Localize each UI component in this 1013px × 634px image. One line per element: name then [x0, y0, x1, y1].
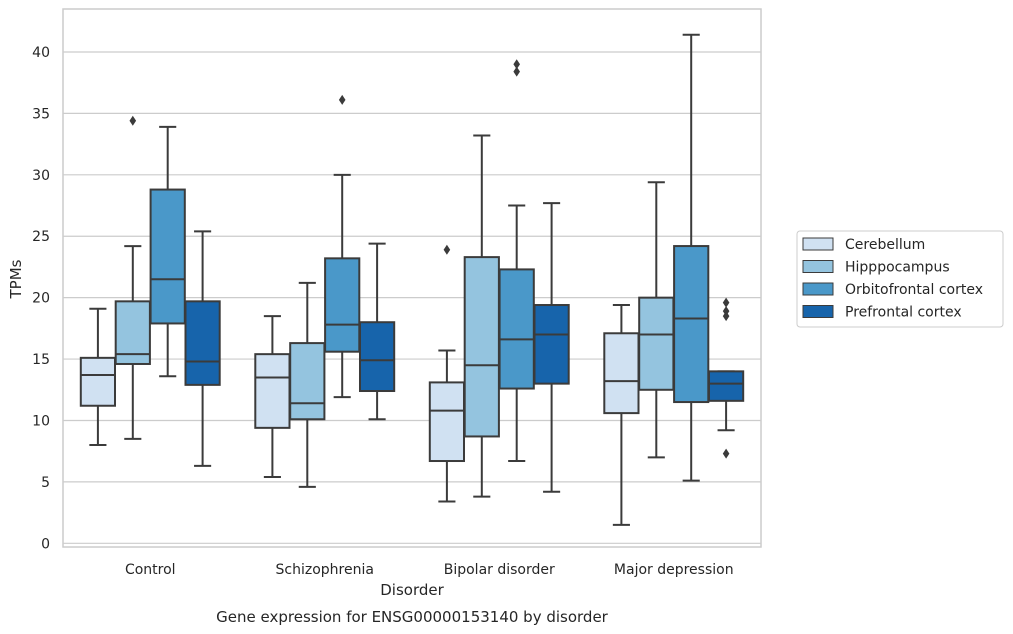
legend-swatch	[802, 260, 834, 273]
legend-label: Cerebellum	[845, 237, 925, 253]
box-1-0	[114, 115, 151, 440]
y-tick-label: 10	[32, 413, 50, 429]
iqr-box	[603, 332, 640, 415]
outlier-marker	[722, 297, 730, 308]
x-tick-label: Schizophrenia	[276, 562, 374, 578]
box-3-1	[358, 242, 396, 421]
outlier-marker	[722, 311, 730, 322]
outlier-marker	[338, 94, 346, 105]
box-0-0	[79, 307, 117, 447]
box-2-3	[673, 33, 710, 482]
outlier-marker	[513, 66, 520, 77]
iqr-box	[324, 257, 361, 353]
y-tick-label: 35	[32, 106, 50, 122]
iqr-box	[79, 356, 117, 407]
box-3-0	[184, 230, 221, 467]
y-axis-label: TPMs	[7, 259, 25, 299]
iqr-box	[289, 342, 326, 421]
box-3-3	[707, 297, 745, 459]
iqr-box	[428, 381, 466, 463]
x-tick-label: Bipolar disorder	[444, 562, 555, 578]
box-1-1	[289, 281, 326, 488]
y-tick-label: 5	[41, 475, 50, 491]
iqr-box	[254, 353, 291, 429]
y-tick-label: 20	[32, 291, 50, 307]
y-tick-label: 15	[32, 352, 50, 368]
box-0-1	[254, 315, 291, 478]
x-tick-labels: Control Schizophrenia Bipolar disorder Majo…	[125, 562, 734, 578]
y-tick-label: 25	[32, 229, 50, 245]
y-tick-label: 30	[32, 168, 50, 184]
legend-swatch	[802, 282, 834, 296]
box-2-1	[324, 94, 361, 399]
legend-frame	[796, 230, 1004, 328]
iqr-box	[673, 245, 710, 404]
y-tick-labels: 0 5 10 15 20 25 30 35 40	[32, 45, 50, 552]
box-1-3	[638, 181, 675, 459]
iqr-box	[498, 268, 535, 390]
legend-label: Hipppocampus	[845, 260, 950, 276]
outlier-marker	[722, 448, 730, 459]
y-tick-label: 40	[32, 45, 50, 61]
iqr-box	[184, 300, 221, 386]
box-3-2	[533, 202, 570, 493]
plot-frame	[62, 8, 762, 548]
iqr-box	[638, 296, 675, 391]
legend-swatch	[802, 305, 834, 318]
box-2-2	[498, 59, 535, 463]
legend-label: Orbitofrontal cortex	[845, 282, 983, 298]
box-1-2	[463, 134, 500, 498]
x-tick-label: Major depression	[614, 562, 734, 578]
box-2-0	[149, 125, 186, 378]
outlier-marker	[513, 59, 520, 70]
chart-caption: Gene expression for ENSG00000153140 by d…	[216, 608, 609, 626]
x-tick-label: Control	[125, 562, 176, 578]
legend-swatch	[802, 237, 834, 251]
outlier-marker	[129, 115, 137, 126]
legend: Cerebellum Hipppocampus Orbitofrontal cort…	[796, 230, 1004, 328]
iqr-box	[358, 321, 396, 393]
iqr-box	[707, 370, 745, 402]
iqr-box	[463, 256, 500, 438]
iqr-box	[533, 304, 570, 385]
box-0-2	[428, 244, 466, 503]
y-tick-label: 0	[41, 536, 50, 552]
iqr-box	[149, 188, 186, 325]
boxes	[79, 33, 745, 526]
outlier-marker	[443, 244, 451, 255]
box-0-3	[603, 304, 640, 526]
legend-label: Prefrontal cortex	[845, 305, 962, 321]
x-axis-label: Disorder	[380, 581, 444, 599]
